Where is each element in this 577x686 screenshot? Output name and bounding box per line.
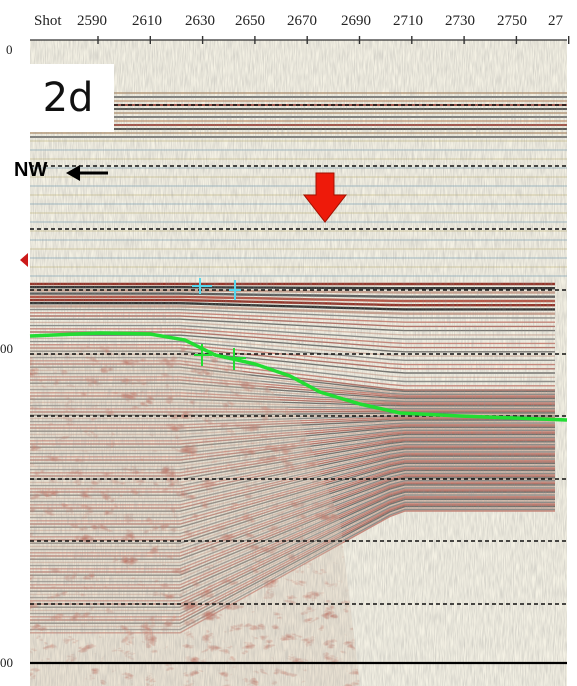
timing-lines <box>30 104 567 605</box>
time-label-middle: 00 <box>0 341 13 356</box>
shot-label-8: 2730 <box>445 13 475 29</box>
red-down-arrow-icon <box>302 172 348 223</box>
time-label-bottom: 00 <box>0 655 13 670</box>
direction-arrow-icon <box>66 165 108 181</box>
shot-label-10: 27 <box>548 13 563 29</box>
shot-label-2: 2610 <box>132 13 162 29</box>
time-label-top: 0 <box>6 42 13 57</box>
section-noise <box>30 40 567 686</box>
interpreted-horizon <box>29 331 568 422</box>
fault-marker-upper <box>192 278 241 300</box>
shot-label-4: 2650 <box>235 13 265 29</box>
fault-marker-lower <box>194 344 246 370</box>
shot-ticks <box>97 36 570 44</box>
left-edge-marker-icon <box>20 253 28 267</box>
figure-label: 2d <box>22 64 114 132</box>
shot-label-5: 2670 <box>287 13 317 29</box>
shot-axis-title: Shot <box>34 13 62 29</box>
shot-label-3: 2630 <box>185 13 215 29</box>
shot-label-9: 2750 <box>497 13 527 29</box>
shot-label-7: 2710 <box>393 13 423 29</box>
shot-label-1: 2590 <box>77 13 107 29</box>
shot-label-6: 2690 <box>341 13 371 29</box>
direction-label: NW <box>14 159 48 181</box>
